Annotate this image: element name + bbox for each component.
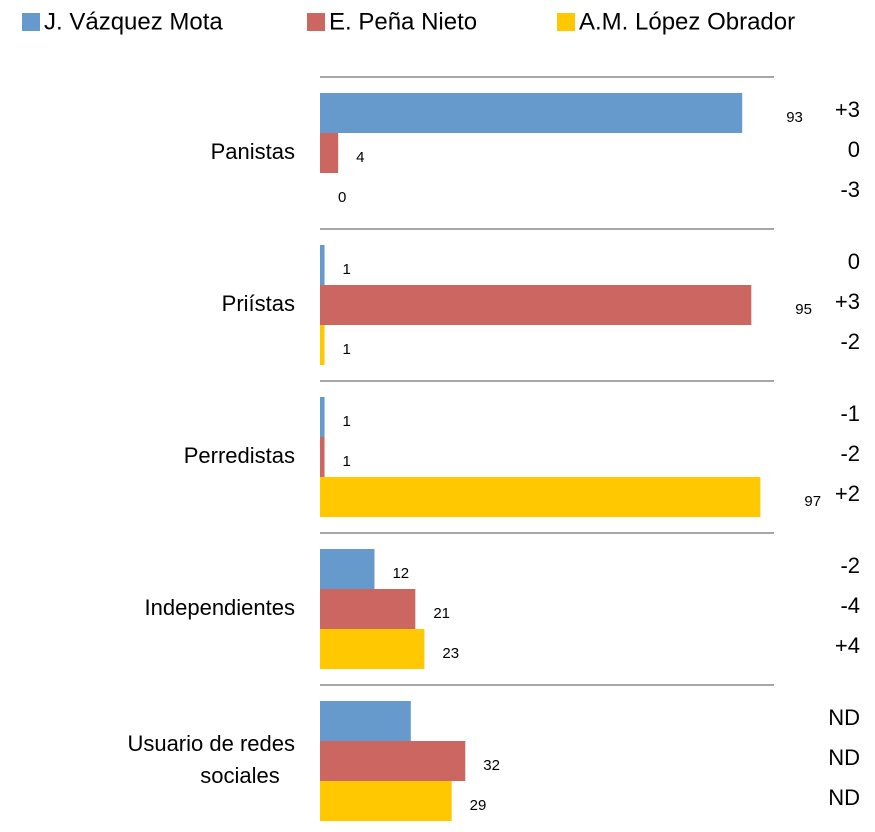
- value-label: 1: [343, 341, 351, 358]
- category-label: Independientes: [145, 595, 295, 620]
- bar: [320, 477, 761, 517]
- value-label: 32: [483, 757, 500, 774]
- bar: [320, 741, 466, 781]
- category-label: Usuario de redes sociales: [127, 731, 295, 788]
- category-label: Perredistas: [184, 443, 295, 468]
- value-label: 1: [343, 453, 351, 470]
- change-label: -2: [840, 329, 860, 354]
- value-label: 4: [356, 149, 364, 166]
- change-label: ND: [828, 785, 860, 810]
- change-label: -2: [840, 441, 860, 466]
- legend-swatch: [557, 13, 575, 31]
- category-label-line: Usuario de redes: [127, 731, 295, 756]
- change-label: +2: [835, 481, 860, 506]
- value-label: 97: [804, 493, 821, 510]
- bar: [320, 133, 339, 173]
- bar: [320, 245, 325, 285]
- change-label: ND: [828, 745, 860, 770]
- legend-label: A.M. López Obrador: [579, 8, 795, 35]
- value-label: 12: [392, 565, 409, 582]
- bar: [320, 629, 425, 669]
- value-label: 21: [433, 605, 450, 622]
- bar: [320, 437, 325, 477]
- change-label: 0: [848, 249, 860, 274]
- value-label: 29: [470, 797, 487, 814]
- legend-swatch: [307, 13, 325, 31]
- bar: [320, 285, 752, 325]
- value-label: 0: [338, 189, 346, 206]
- value-label: 1: [343, 261, 351, 278]
- legend-label: E. Peña Nieto: [329, 8, 477, 35]
- value-label: 1: [343, 413, 351, 430]
- bar: [320, 397, 325, 437]
- change-label: -1: [840, 401, 860, 426]
- change-label: +3: [835, 289, 860, 314]
- change-label: +4: [835, 633, 860, 658]
- bar: [320, 701, 411, 741]
- change-label: 0: [848, 137, 860, 162]
- change-label: ND: [828, 705, 860, 730]
- bar: [320, 781, 452, 821]
- bar: [320, 589, 416, 629]
- value-label: 95: [795, 301, 812, 318]
- value-label: 23: [442, 645, 459, 662]
- change-label: -3: [840, 177, 860, 202]
- category-label: Priístas: [222, 291, 295, 316]
- legend-label: J. Vázquez Mota: [44, 8, 223, 35]
- change-label: -2: [840, 553, 860, 578]
- category-label: Panistas: [211, 139, 295, 164]
- bar: [320, 93, 743, 133]
- bar: [320, 549, 375, 589]
- value-label: 93: [786, 109, 803, 126]
- bar: [320, 325, 325, 365]
- change-label: +3: [835, 97, 860, 122]
- change-label: -4: [840, 593, 860, 618]
- category-label-line: sociales: [200, 763, 279, 788]
- legend-swatch: [22, 13, 40, 31]
